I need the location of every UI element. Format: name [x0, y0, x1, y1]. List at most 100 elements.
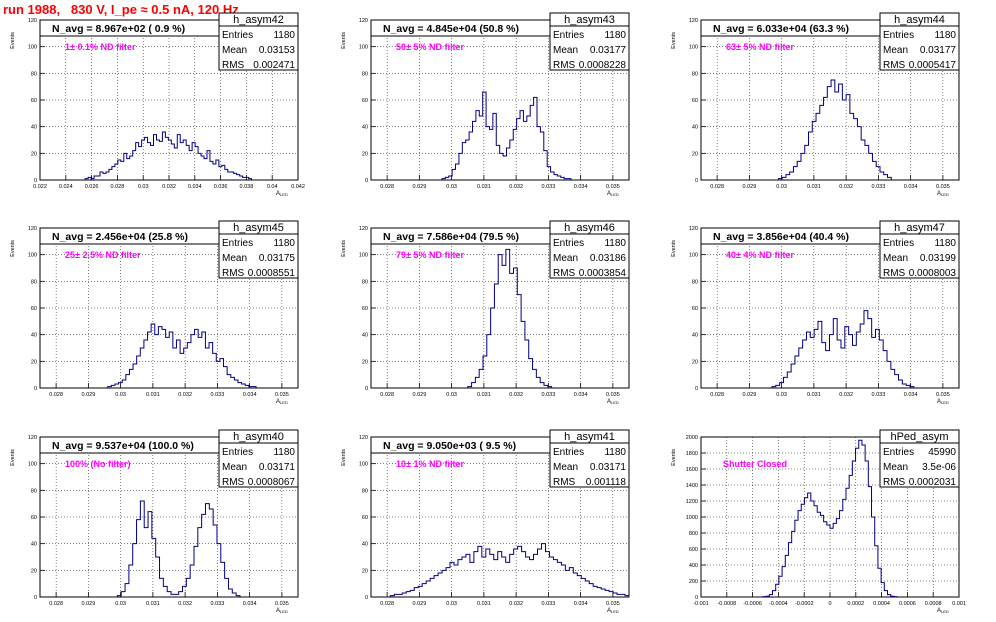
y-tick-label: 60 [362, 98, 368, 104]
y-tick-label: 80 [362, 488, 368, 494]
y-axis-title: Events [341, 240, 347, 257]
stats-label: Mean [222, 462, 247, 473]
y-tick-label: 80 [692, 71, 698, 77]
x-tick-label: 0.022 [33, 184, 47, 190]
stats-value: 0.03186 [590, 253, 627, 264]
x-tick-label: 0.032 [509, 392, 523, 398]
stats-value: 0.03171 [590, 462, 627, 473]
x-tick-label: 0.032 [839, 184, 853, 190]
x-tick-label: 0.035 [936, 392, 950, 398]
x-tick-label: 0.028 [380, 601, 394, 607]
annotation-text: 100% (No filter) [65, 459, 131, 469]
y-tick-label: 40 [362, 333, 368, 339]
stats-value: 1180 [604, 447, 626, 458]
x-tick-label: 0.031 [146, 601, 160, 607]
y-tick-label: 0 [34, 595, 37, 601]
x-axis-subscript: LED [941, 400, 949, 405]
y-tick-label: 40 [31, 333, 37, 339]
stats-box [218, 429, 299, 488]
y-tick-label: 40 [362, 125, 368, 131]
stats-value: 1180 [273, 238, 295, 249]
stats-value: 0.0008228 [579, 60, 627, 71]
x-axis-title: ALED [276, 399, 288, 405]
histogram-line [777, 79, 892, 180]
histogram-panel-h_asym41: 0.028 0.029 0.03 0.031 0.032 0.033 0.034 0.035 0… [341, 429, 630, 614]
annotation-text: 50± 5% ND filter [396, 42, 464, 52]
x-tick-label: 0.033 [210, 392, 224, 398]
x-tick-label: 0.029 [742, 184, 756, 190]
stats-value: 1180 [934, 30, 956, 41]
x-tick-label: 0.032 [509, 184, 523, 190]
y-tick-label: 60 [31, 306, 37, 312]
x-tick-label: 0.04 [267, 184, 278, 190]
stats-value: 0.03175 [259, 253, 296, 264]
header-box [370, 436, 551, 454]
stats-title: h_asym42 [233, 14, 284, 26]
annotation-text: 10± 1% ND filter [396, 459, 464, 469]
x-tick-label: 0.028 [710, 392, 724, 398]
x-tick-label: 0.035 [936, 184, 950, 190]
stats-box [879, 220, 960, 279]
x-tick-label: 0.024 [59, 184, 73, 190]
stats-title: h_asym46 [564, 222, 615, 234]
x-tick-label: 0.034 [574, 392, 588, 398]
stats-label: Mean [553, 253, 578, 264]
stats-label: Mean [553, 45, 578, 56]
y-tick-label: 100 [359, 45, 368, 51]
y-tick-label: 120 [359, 18, 368, 24]
stats-title: h_asym40 [233, 431, 284, 443]
y-tick-label: 100 [28, 253, 37, 259]
stats-label: RMS [222, 60, 245, 71]
x-axis-title: ALED [276, 191, 288, 197]
x-tick-label: 0.03 [138, 184, 149, 190]
y-tick-label: 1200 [686, 499, 698, 505]
x-axis-subscript: LED [941, 609, 949, 614]
x-axis-title: ALED [937, 608, 949, 614]
x-axis-title: ALED [607, 399, 619, 405]
x-tick-label: 0.034 [904, 392, 918, 398]
x-tick-label: 0.031 [477, 601, 491, 607]
y-tick-label: 0 [695, 595, 698, 601]
x-tick-label: 0.029 [412, 392, 426, 398]
stats-label: Mean [222, 45, 247, 56]
x-tick-label: 0.03 [446, 184, 457, 190]
x-axis-subscript: LED [280, 609, 288, 614]
x-tick-label: 0.031 [807, 392, 821, 398]
y-tick-label: 0 [695, 178, 698, 184]
y-tick-label: 20 [31, 151, 37, 157]
y-tick-label: 60 [692, 306, 698, 312]
x-tick-label: 0.028 [111, 184, 125, 190]
histogram-line [84, 131, 253, 180]
histogram-line [107, 323, 257, 388]
header-box [39, 19, 220, 37]
histogram-panel-hPed_asym: -0.001 -0.0008 -0.0006 -0.0004 -0.0002 0 0.000… [671, 429, 966, 614]
stats-label: Mean [883, 45, 908, 56]
x-tick-label: 0.031 [146, 392, 160, 398]
stats-label: Entries [222, 238, 253, 249]
x-tick-label: 0.0004 [873, 601, 890, 607]
y-tick-label: 60 [692, 98, 698, 104]
y-tick-label: 20 [31, 568, 37, 574]
y-axis-title: Events [10, 449, 16, 466]
y-tick-label: 80 [31, 279, 37, 285]
x-tick-label: 0.03 [115, 601, 126, 607]
y-tick-label: 60 [362, 515, 368, 521]
x-axis-subscript: LED [611, 609, 619, 614]
y-tick-label: 120 [359, 435, 368, 441]
x-tick-label: 0.028 [710, 184, 724, 190]
stats-value: 1180 [604, 30, 626, 41]
x-tick-label: 0.029 [412, 601, 426, 607]
histogram-line [389, 543, 630, 597]
y-tick-label: 0 [365, 178, 368, 184]
y-tick-label: 80 [31, 71, 37, 77]
header-box [370, 227, 551, 245]
x-tick-label: 0.034 [574, 601, 588, 607]
y-tick-label: 40 [692, 333, 698, 339]
annotation-text: 63± 5% ND filter [726, 42, 794, 52]
stats-box [218, 220, 299, 279]
y-tick-label: 2000 [686, 435, 698, 441]
stats-label: RMS [883, 60, 906, 71]
annotation-text: 1± 0.1% ND filter [65, 42, 136, 52]
y-tick-label: 400 [689, 563, 698, 569]
stats-title: h_asym45 [233, 222, 284, 234]
